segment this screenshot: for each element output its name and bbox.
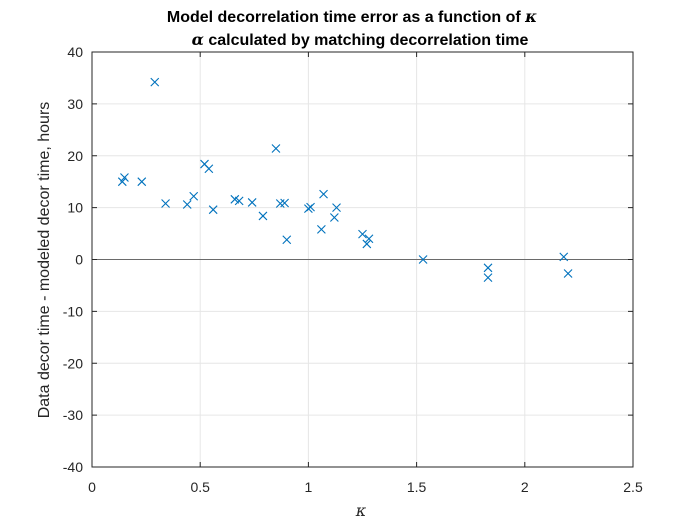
x-tick-label: 1.5 xyxy=(407,479,427,495)
data-point-stroke xyxy=(189,191,199,201)
data-point xyxy=(234,196,244,206)
x-tick-label: 0 xyxy=(88,479,96,495)
data-point-stroke xyxy=(358,229,367,239)
data-point xyxy=(204,164,214,174)
data-point-stroke xyxy=(150,77,160,87)
data-point-stroke xyxy=(418,255,428,264)
data-point xyxy=(418,255,428,264)
data-point-stroke xyxy=(282,235,292,245)
data-point-stroke xyxy=(332,203,341,213)
data-point-stroke xyxy=(204,164,214,174)
data-point-stroke xyxy=(137,177,147,187)
chart-title-line-1: Model decorrelation time error as a func… xyxy=(167,7,537,26)
data-point xyxy=(358,229,367,239)
tick-marks xyxy=(91,51,634,468)
data-point-stroke xyxy=(271,144,281,153)
y-tick-label: -20 xyxy=(63,355,83,371)
data-point-stroke xyxy=(364,234,374,244)
data-point xyxy=(332,203,341,213)
y-tick-label: -40 xyxy=(63,459,83,475)
data-point xyxy=(117,177,127,187)
x-tick-labels: 0 0.5 1 1.5 2 2.5 xyxy=(88,479,643,495)
data-point-stroke xyxy=(247,198,257,207)
data-point xyxy=(559,252,569,262)
y-tick-label: 0 xyxy=(75,252,83,268)
data-point xyxy=(364,234,374,244)
data-point-stroke xyxy=(120,173,129,182)
title-kappa-symbol: κ xyxy=(524,7,537,26)
y-tick-label: 40 xyxy=(67,44,83,60)
data-point-stroke xyxy=(483,273,493,283)
data-point-stroke xyxy=(161,199,170,208)
data-point-stroke xyxy=(316,225,326,234)
data-point xyxy=(120,173,129,182)
data-point xyxy=(316,225,326,234)
data-point xyxy=(258,211,268,221)
data-point-stroke xyxy=(329,213,339,222)
data-point xyxy=(282,235,292,245)
data-point xyxy=(247,198,257,207)
data-point-stroke xyxy=(559,252,569,262)
y-axis-label: Data decor time - modeled decor time, ho… xyxy=(36,102,53,419)
data-point xyxy=(189,191,199,201)
data-point xyxy=(306,202,315,212)
y-tick-labels: -40 -30 -20 -10 0 10 20 30 40 xyxy=(63,44,83,475)
x-tick-label: 1 xyxy=(305,479,313,495)
y-tick-label: 10 xyxy=(67,200,83,216)
data-point-stroke xyxy=(319,189,328,199)
data-point xyxy=(208,205,218,215)
data-point-stroke xyxy=(483,263,493,273)
data-point-stroke xyxy=(230,194,240,204)
data-point xyxy=(362,239,372,249)
data-point-stroke xyxy=(306,202,315,212)
data-point-stroke xyxy=(258,211,268,221)
data-point xyxy=(483,263,493,273)
data-point-stroke xyxy=(563,269,573,278)
x-axis-label: κ xyxy=(355,501,367,520)
data-point xyxy=(161,199,170,208)
data-point-stroke xyxy=(234,196,244,206)
y-tick-label: 30 xyxy=(67,96,83,112)
y-tick-label: 20 xyxy=(67,148,83,164)
data-point xyxy=(280,198,289,208)
data-point xyxy=(150,77,160,87)
data-point xyxy=(563,269,573,278)
data-point xyxy=(329,213,339,222)
x-tick-label: 2 xyxy=(521,479,529,495)
data-point-stroke xyxy=(280,198,289,208)
title-line-2-suffix: calculated by matching decorrelation tim… xyxy=(204,32,529,49)
title-line-1-prefix: Model decorrelation time error as a func… xyxy=(167,9,525,26)
data-point-stroke xyxy=(200,159,209,169)
y-tick-label: -30 xyxy=(63,407,83,423)
title-alpha-symbol: α xyxy=(192,30,204,49)
data-point xyxy=(137,177,147,187)
x-tick-label: 0.5 xyxy=(190,479,210,495)
data-point-stroke xyxy=(117,177,127,187)
data-points xyxy=(117,77,573,283)
x-tick-label: 2.5 xyxy=(623,479,643,495)
data-point xyxy=(319,189,328,199)
data-point-stroke xyxy=(208,205,218,215)
data-point-stroke xyxy=(182,200,192,209)
data-point xyxy=(182,200,192,209)
data-point-stroke xyxy=(362,239,372,249)
chart-title-line-2: α calculated by matching decorrelation t… xyxy=(192,30,529,49)
data-point xyxy=(271,144,281,153)
y-tick-label: -10 xyxy=(63,303,83,319)
plot-area: 0 0.5 1 1.5 2 2.5 -40 -30 -20 -10 0 10 20 30 40 xyxy=(63,44,643,495)
data-point xyxy=(483,273,493,283)
